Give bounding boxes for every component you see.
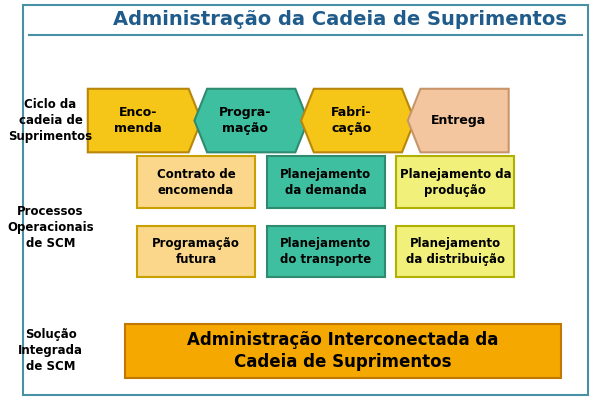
Text: Fabri-
cação: Fabri- cação <box>331 106 372 135</box>
Text: Planejamento da
produção: Planejamento da produção <box>400 168 511 197</box>
Text: Processos
Operacionais
de SCM: Processos Operacionais de SCM <box>7 205 94 250</box>
Polygon shape <box>88 89 201 152</box>
FancyBboxPatch shape <box>396 156 514 208</box>
Polygon shape <box>408 89 509 152</box>
Text: Ciclo da
cadeia de
Suprimentos: Ciclo da cadeia de Suprimentos <box>9 98 93 143</box>
Text: Administração da Cadeia de Suprimentos: Administração da Cadeia de Suprimentos <box>113 10 567 29</box>
Polygon shape <box>194 89 308 152</box>
FancyBboxPatch shape <box>137 226 255 278</box>
Text: Progra-
mação: Progra- mação <box>219 106 271 135</box>
Text: Contrato de
encomenda: Contrato de encomenda <box>156 168 235 197</box>
Text: Planejamento
da distribuição: Planejamento da distribuição <box>406 237 505 266</box>
Text: Planejamento
da demanda: Planejamento da demanda <box>280 168 371 197</box>
Text: Entrega: Entrega <box>430 114 486 127</box>
FancyBboxPatch shape <box>396 226 514 278</box>
Polygon shape <box>301 89 414 152</box>
Text: Solução
Integrada
de SCM: Solução Integrada de SCM <box>18 328 83 374</box>
FancyBboxPatch shape <box>267 156 385 208</box>
Text: Administração Interconectada da
Cadeia de Suprimentos: Administração Interconectada da Cadeia d… <box>187 331 498 371</box>
Text: Enco-
menda: Enco- menda <box>115 106 162 135</box>
Text: Planejamento
do transporte: Planejamento do transporte <box>280 237 371 266</box>
FancyBboxPatch shape <box>125 324 560 378</box>
FancyBboxPatch shape <box>137 156 255 208</box>
Text: Programação
futura: Programação futura <box>152 237 240 266</box>
FancyBboxPatch shape <box>267 226 385 278</box>
